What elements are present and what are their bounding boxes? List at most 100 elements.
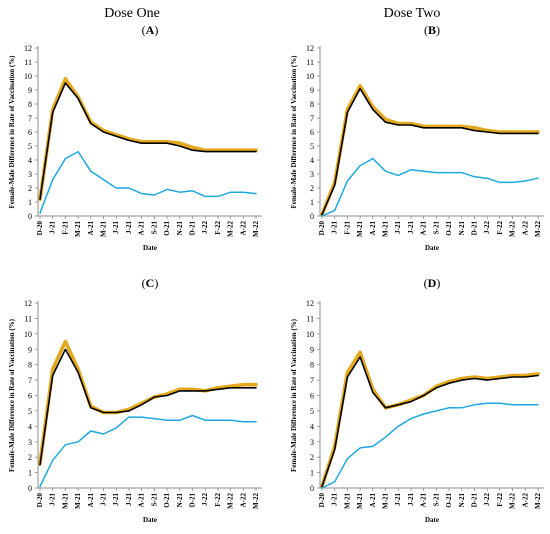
panel-label: (D) — [424, 276, 441, 290]
x-tick-label: J-21 — [394, 221, 402, 234]
x-tick-label: M-22 — [252, 221, 260, 237]
x-axis-title: Date — [143, 244, 157, 252]
y-tick-label: 0 — [310, 484, 314, 493]
y-tick-label: 2 — [28, 453, 32, 462]
x-tick-label: F-22 — [496, 493, 504, 507]
series-line-blue — [39, 414, 257, 488]
y-tick-label: 5 — [310, 407, 314, 416]
x-tick-label: M-22 — [252, 493, 260, 509]
x-tick-label: J-21 — [407, 221, 415, 234]
x-tick-label: A-22 — [239, 493, 247, 508]
x-tick-label: F-22 — [214, 221, 222, 235]
x-tick-label: M-21 — [356, 221, 364, 237]
x-tick-label: J-21 — [49, 221, 57, 234]
y-tick-label: 5 — [310, 142, 314, 151]
y-tick-label: 5 — [28, 407, 32, 416]
x-tick-label: A-22 — [521, 493, 529, 508]
x-tick-label: D-21 — [188, 493, 196, 508]
y-tick-label: 6 — [310, 392, 314, 401]
x-tick-label: J-21 — [394, 493, 402, 506]
x-tick-label: A-22 — [239, 221, 247, 236]
x-tick-label: J-21 — [125, 493, 133, 506]
y-tick-label: 1 — [28, 198, 32, 207]
y-axis-title: Female-Male Difference in Rate of Vaccin… — [8, 55, 16, 209]
y-tick-label: 0 — [28, 212, 32, 221]
x-tick-label: M-22 — [227, 221, 235, 237]
x-tick-label: D-20 — [36, 493, 44, 508]
x-tick-label: N-21 — [458, 493, 466, 508]
x-tick-label: M-22 — [509, 221, 517, 237]
y-tick-label: 10 — [24, 330, 32, 339]
x-tick-label: J-21 — [112, 221, 120, 234]
x-tick-label: O-21 — [163, 493, 171, 508]
x-tick-label: A-21 — [369, 221, 377, 236]
y-tick-label: 8 — [28, 361, 32, 370]
y-tick-label: 9 — [310, 86, 314, 95]
y-tick-label: 10 — [306, 72, 314, 81]
x-tick-label: M-21 — [74, 221, 82, 237]
y-tick-label: 6 — [28, 128, 32, 137]
x-tick-label: J-21 — [49, 493, 57, 506]
y-tick-label: 4 — [28, 156, 32, 165]
x-tick-label: S-21 — [432, 493, 440, 507]
x-tick-label: D-20 — [36, 221, 44, 236]
x-tick-label: M-22 — [509, 493, 517, 509]
x-tick-label: J-21 — [100, 493, 108, 506]
y-tick-label: 8 — [28, 100, 32, 109]
y-tick-label: 4 — [310, 422, 314, 431]
y-tick-label: 6 — [28, 392, 32, 401]
series-line-gold — [38, 339, 258, 466]
x-tick-label: J-21 — [331, 221, 339, 234]
y-tick-label: 11 — [306, 58, 314, 67]
y-axis-title: Female-Male Difference in Rate of Vaccin… — [8, 318, 16, 472]
y-tick-label: 7 — [310, 114, 314, 123]
x-tick-label: J-22 — [483, 221, 491, 234]
y-tick-label: 6 — [310, 128, 314, 137]
x-tick-label: D-20 — [318, 493, 326, 508]
x-tick-label: A-21 — [420, 493, 428, 508]
x-tick-label: S-21 — [150, 493, 158, 507]
panel-label: (A) — [142, 23, 159, 37]
y-tick-label: 5 — [28, 142, 32, 151]
x-tick-label: M-21 — [100, 221, 108, 237]
y-tick-label: 3 — [28, 170, 32, 179]
x-tick-label: F-22 — [496, 221, 504, 235]
x-tick-label: M-21 — [382, 493, 390, 509]
x-tick-label: J-21 — [407, 493, 415, 506]
y-tick-label: 2 — [310, 184, 314, 193]
x-tick-label: A-21 — [87, 221, 95, 236]
x-tick-label: J-21 — [331, 493, 339, 506]
x-tick-label: M-22 — [534, 221, 542, 237]
x-tick-label: F-22 — [214, 493, 222, 507]
x-tick-label: A-21 — [369, 493, 377, 508]
x-tick-label: N-21 — [176, 221, 184, 236]
dose-one-header: Dose One — [104, 6, 160, 21]
x-tick-label: D-21 — [470, 221, 478, 236]
x-tick-label: N-21 — [458, 221, 466, 236]
y-tick-label: 12 — [306, 299, 314, 308]
x-tick-label: M-22 — [227, 493, 235, 509]
y-tick-label: 12 — [306, 44, 314, 53]
dose-two-header: Dose Two — [384, 6, 441, 21]
series-line-gold — [320, 350, 540, 489]
y-tick-label: 11 — [306, 314, 314, 323]
y-tick-label: 12 — [24, 299, 32, 308]
series-line-black — [39, 348, 257, 466]
x-axis-title: Date — [425, 516, 439, 524]
x-tick-label: M-21 — [343, 493, 351, 509]
x-tick-label: F-21 — [61, 221, 69, 235]
x-tick-label: M-22 — [534, 493, 542, 509]
series-line-gold — [38, 77, 258, 201]
y-axis-title: Female-Male Difference in Rate of Vaccin… — [290, 318, 298, 472]
x-tick-label: J-22 — [483, 493, 491, 506]
y-tick-label: 4 — [28, 422, 32, 431]
y-tick-label: 1 — [310, 198, 314, 207]
y-tick-label: 7 — [28, 114, 32, 123]
series-line-black — [39, 82, 257, 200]
x-tick-label: F-21 — [343, 221, 351, 235]
y-tick-label: 9 — [28, 345, 32, 354]
x-tick-label: A-21 — [138, 493, 146, 508]
